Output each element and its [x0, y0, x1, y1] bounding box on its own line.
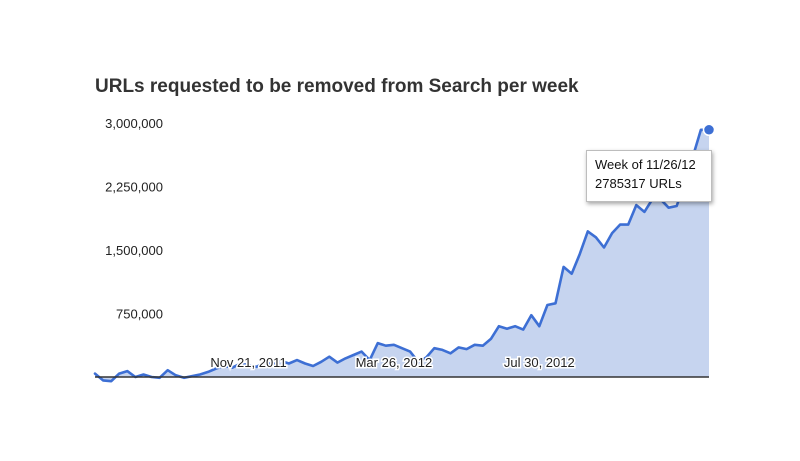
y-tick-label: 3,000,000 — [105, 116, 163, 131]
data-point — [529, 313, 533, 317]
data-point — [457, 345, 461, 349]
data-point — [408, 350, 412, 354]
y-tick-label: 1,500,000 — [105, 243, 163, 258]
data-point — [667, 206, 671, 210]
data-point — [376, 341, 380, 345]
data-point — [489, 337, 493, 341]
y-tick-label: 750,000 — [116, 307, 163, 322]
data-point — [166, 368, 170, 372]
data-point — [384, 344, 388, 348]
data-point — [481, 344, 485, 348]
data-point — [392, 343, 396, 347]
data-point — [93, 372, 97, 376]
data-point — [335, 361, 339, 365]
data-point — [360, 350, 364, 354]
data-point — [513, 324, 517, 328]
data-point — [125, 369, 129, 373]
series-area-fill — [95, 129, 709, 382]
x-tick-label: Jul 30, 2012 — [504, 355, 575, 370]
data-point — [465, 347, 469, 351]
data-point — [287, 362, 291, 366]
data-point — [206, 370, 210, 374]
highlighted-data-point — [702, 123, 716, 137]
data-point — [545, 303, 549, 307]
x-tick-label: Mar 26, 2012 — [356, 355, 433, 370]
tooltip-value-label: 2785317 URLs — [595, 176, 682, 191]
data-point — [295, 358, 299, 362]
data-point-tooltip: Week of 11/26/12 2785317 URLs — [586, 150, 712, 202]
data-point — [432, 346, 436, 350]
data-point — [440, 348, 444, 352]
data-point — [101, 378, 105, 382]
data-point — [642, 210, 646, 214]
data-point — [570, 272, 574, 276]
data-point — [562, 265, 566, 269]
data-point — [311, 364, 315, 368]
data-point — [602, 246, 606, 250]
data-point — [675, 204, 679, 208]
data-point — [473, 343, 477, 347]
data-point — [117, 372, 121, 376]
data-point — [505, 327, 509, 331]
data-point — [343, 356, 347, 360]
data-point — [626, 223, 630, 227]
data-point — [594, 235, 598, 239]
data-point — [303, 362, 307, 366]
data-point — [142, 373, 146, 377]
data-point — [610, 231, 614, 235]
data-point — [537, 324, 541, 328]
data-point — [400, 346, 404, 350]
chart-title: URLs requested to be removed from Search… — [95, 76, 579, 97]
data-point — [198, 373, 202, 377]
data-point — [449, 351, 453, 355]
y-tick-label: 2,250,000 — [105, 180, 163, 195]
data-point — [634, 203, 638, 207]
data-point — [578, 252, 582, 256]
data-point — [554, 301, 558, 305]
data-point — [319, 360, 323, 364]
data-point — [618, 223, 622, 227]
tooltip-week-label: Week of 11/26/12 — [595, 157, 696, 172]
series-line — [93, 128, 711, 383]
data-point — [586, 229, 590, 233]
data-point — [497, 324, 501, 328]
data-point — [109, 379, 113, 383]
x-tick-label: Nov 21, 2011 — [210, 355, 286, 370]
data-point — [699, 128, 703, 132]
data-point — [521, 328, 525, 332]
data-point — [327, 355, 331, 359]
